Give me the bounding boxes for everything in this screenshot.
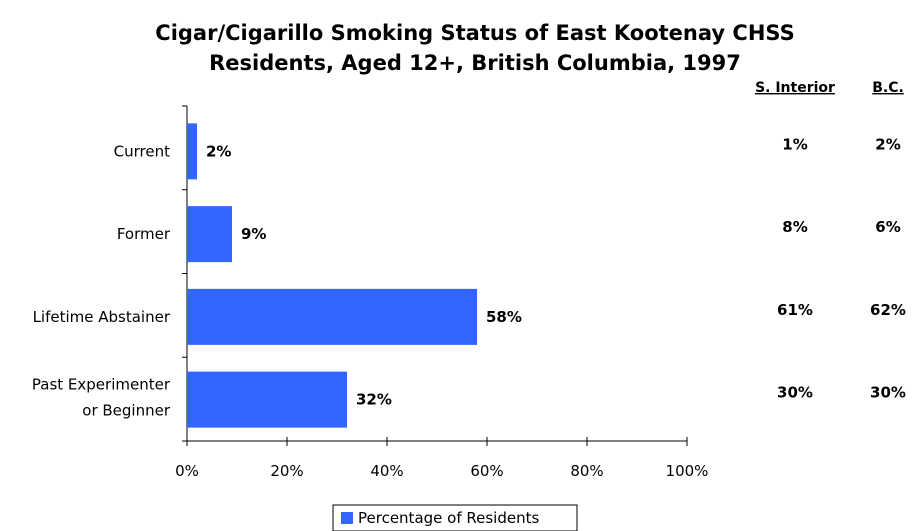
comparison-value: 6% bbox=[875, 218, 900, 236]
legend-box bbox=[332, 504, 578, 531]
x-tick-label: 40% bbox=[370, 462, 403, 480]
x-tick-label: 20% bbox=[270, 462, 303, 480]
x-tick-label: 60% bbox=[470, 462, 503, 480]
plot-area: 0% 20% 40% 60% 80% 100% S. Interior B.C. 2% Curre… bbox=[32, 80, 906, 480]
legend: Percentage of Residents bbox=[332, 504, 578, 531]
bar bbox=[187, 288, 477, 345]
comparison-value: 30% bbox=[870, 384, 906, 402]
bar-data-label: 32% bbox=[356, 391, 392, 409]
legend-swatch bbox=[341, 512, 353, 524]
chart-title-line-1: Cigar/Cigarillo Smoking Status of East K… bbox=[155, 21, 794, 45]
category-label: Current bbox=[114, 142, 170, 160]
x-tick-label: 80% bbox=[570, 462, 603, 480]
x-tick-label: 0% bbox=[175, 462, 199, 480]
category-label: Past Experimenter bbox=[32, 376, 171, 394]
category-label: or Beginner bbox=[82, 402, 171, 420]
bar-data-label: 9% bbox=[241, 225, 266, 243]
comparison-value: 1% bbox=[782, 135, 807, 153]
bar bbox=[187, 206, 232, 263]
chart-title-line-2: Residents, Aged 12+, British Columbia, 1… bbox=[209, 51, 741, 75]
comparison-header: B.C. bbox=[872, 80, 904, 96]
bar-data-label: 58% bbox=[486, 308, 522, 326]
category-label: Lifetime Abstainer bbox=[33, 308, 171, 326]
comparison-value: 61% bbox=[777, 301, 813, 319]
comparison-value: 8% bbox=[782, 218, 807, 236]
bar-data-label: 2% bbox=[206, 142, 231, 160]
comparison-value: 62% bbox=[870, 301, 906, 319]
bar bbox=[187, 371, 347, 428]
category-label: Former bbox=[117, 225, 171, 243]
bar bbox=[187, 123, 197, 180]
x-tick-label: 100% bbox=[666, 462, 709, 480]
legend-label: Percentage of Residents bbox=[358, 509, 539, 527]
comparison-value: 2% bbox=[875, 135, 900, 153]
comparison-value: 30% bbox=[777, 384, 813, 402]
comparison-header: S. Interior bbox=[755, 80, 835, 96]
